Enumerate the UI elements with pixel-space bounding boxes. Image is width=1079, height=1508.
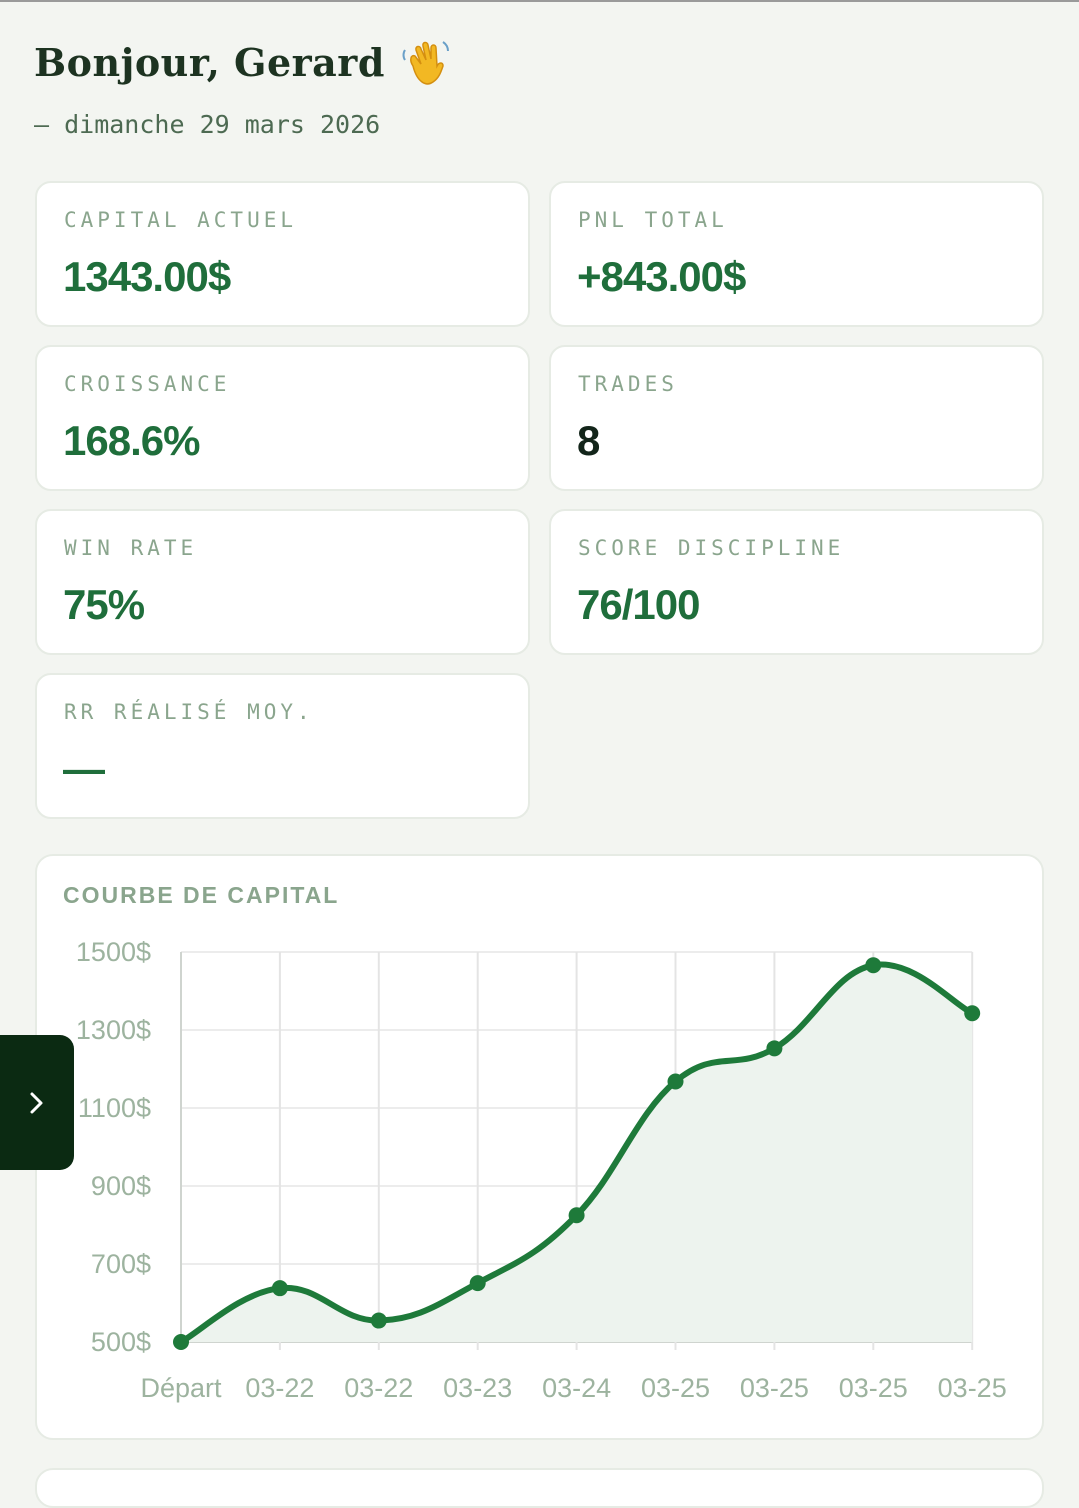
stat-value: — [63,745,105,792]
y-tick-label: 1100$ [78,1093,151,1123]
stat-card-win-rate: WIN RATE 75% [35,509,530,655]
stat-card-score-discipline: SCORE DISCIPLINE 76/100 [549,509,1044,655]
x-tick-label: 03-22 [344,1373,413,1403]
waving-hand-icon [402,41,449,85]
stat-value: 168.6% [63,417,200,464]
stat-label: WIN RATE [64,536,198,560]
sidebar-toggle-button[interactable] [0,1035,74,1170]
stat-value: 75% [63,581,145,628]
capital-curve-card: COURBE DE CAPITAL 1500$ 1300$ 1100$ 900$ 700… [35,854,1044,1440]
y-tick-label: 900$ [91,1171,151,1201]
stat-card-capital: CAPITAL ACTUEL 1343.00$ [35,181,530,327]
y-tick-label: 700$ [91,1249,151,1279]
data-point [568,1207,585,1224]
date-line: — dimanche 29 mars 2026 [34,110,381,139]
y-tick-label: 1300$ [76,1015,151,1045]
series-line [178,961,976,1345]
x-tick-label: 03-24 [542,1373,611,1403]
next-card [35,1468,1044,1508]
stat-card-rr-realise: RR RÉALISÉ MOY. — [35,673,530,819]
x-tick-label: Départ [140,1373,222,1403]
data-point [766,1040,783,1057]
stat-card-croissance: CROISSANCE 168.6% [35,345,530,491]
x-tick-label: 03-25 [938,1373,1007,1403]
data-point [370,1312,387,1329]
stat-value: 76/100 [577,581,700,628]
stat-label: PNL TOTAL [578,208,728,232]
chevron-right-icon [30,1092,43,1113]
stat-card-pnl: PNL TOTAL +843.00$ [549,181,1044,327]
x-tick-label: 03-25 [839,1373,908,1403]
stat-value: 1343.00$ [63,253,231,300]
data-point [469,1275,486,1292]
data-point [271,1280,288,1297]
data-point [173,1334,189,1350]
x-tick-label: 03-25 [641,1373,710,1403]
data-point [865,957,882,974]
greeting-text: Bonjour, Gerard [34,39,385,85]
stat-label: CAPITAL ACTUEL [64,208,298,232]
y-tick-label: 500$ [91,1327,151,1357]
stat-card-trades: TRADES 8 [549,345,1044,491]
greeting: Bonjour, Gerard [34,36,451,88]
x-tick-label: 03-23 [443,1373,512,1403]
y-tick-label: 1500$ [76,937,151,967]
data-point [667,1073,684,1090]
chart-title: COURBE DE CAPITAL [63,882,340,908]
x-tick-label: 03-25 [740,1373,809,1403]
stat-label: RR RÉALISÉ MOY. [64,700,314,724]
stat-value: +843.00$ [577,253,746,300]
data-point [964,1005,981,1022]
x-tick-label: 03-22 [245,1373,314,1403]
stat-label: TRADES [578,372,678,396]
area-fill [181,964,973,1342]
capital-curve-chart: 1500$ 1300$ 1100$ 900$ 700$ 500$ Départ 03-22 03… [76,937,1007,1403]
stat-value: 8 [577,417,600,464]
stat-label: SCORE DISCIPLINE [578,536,845,560]
stat-label: CROISSANCE [64,372,231,396]
